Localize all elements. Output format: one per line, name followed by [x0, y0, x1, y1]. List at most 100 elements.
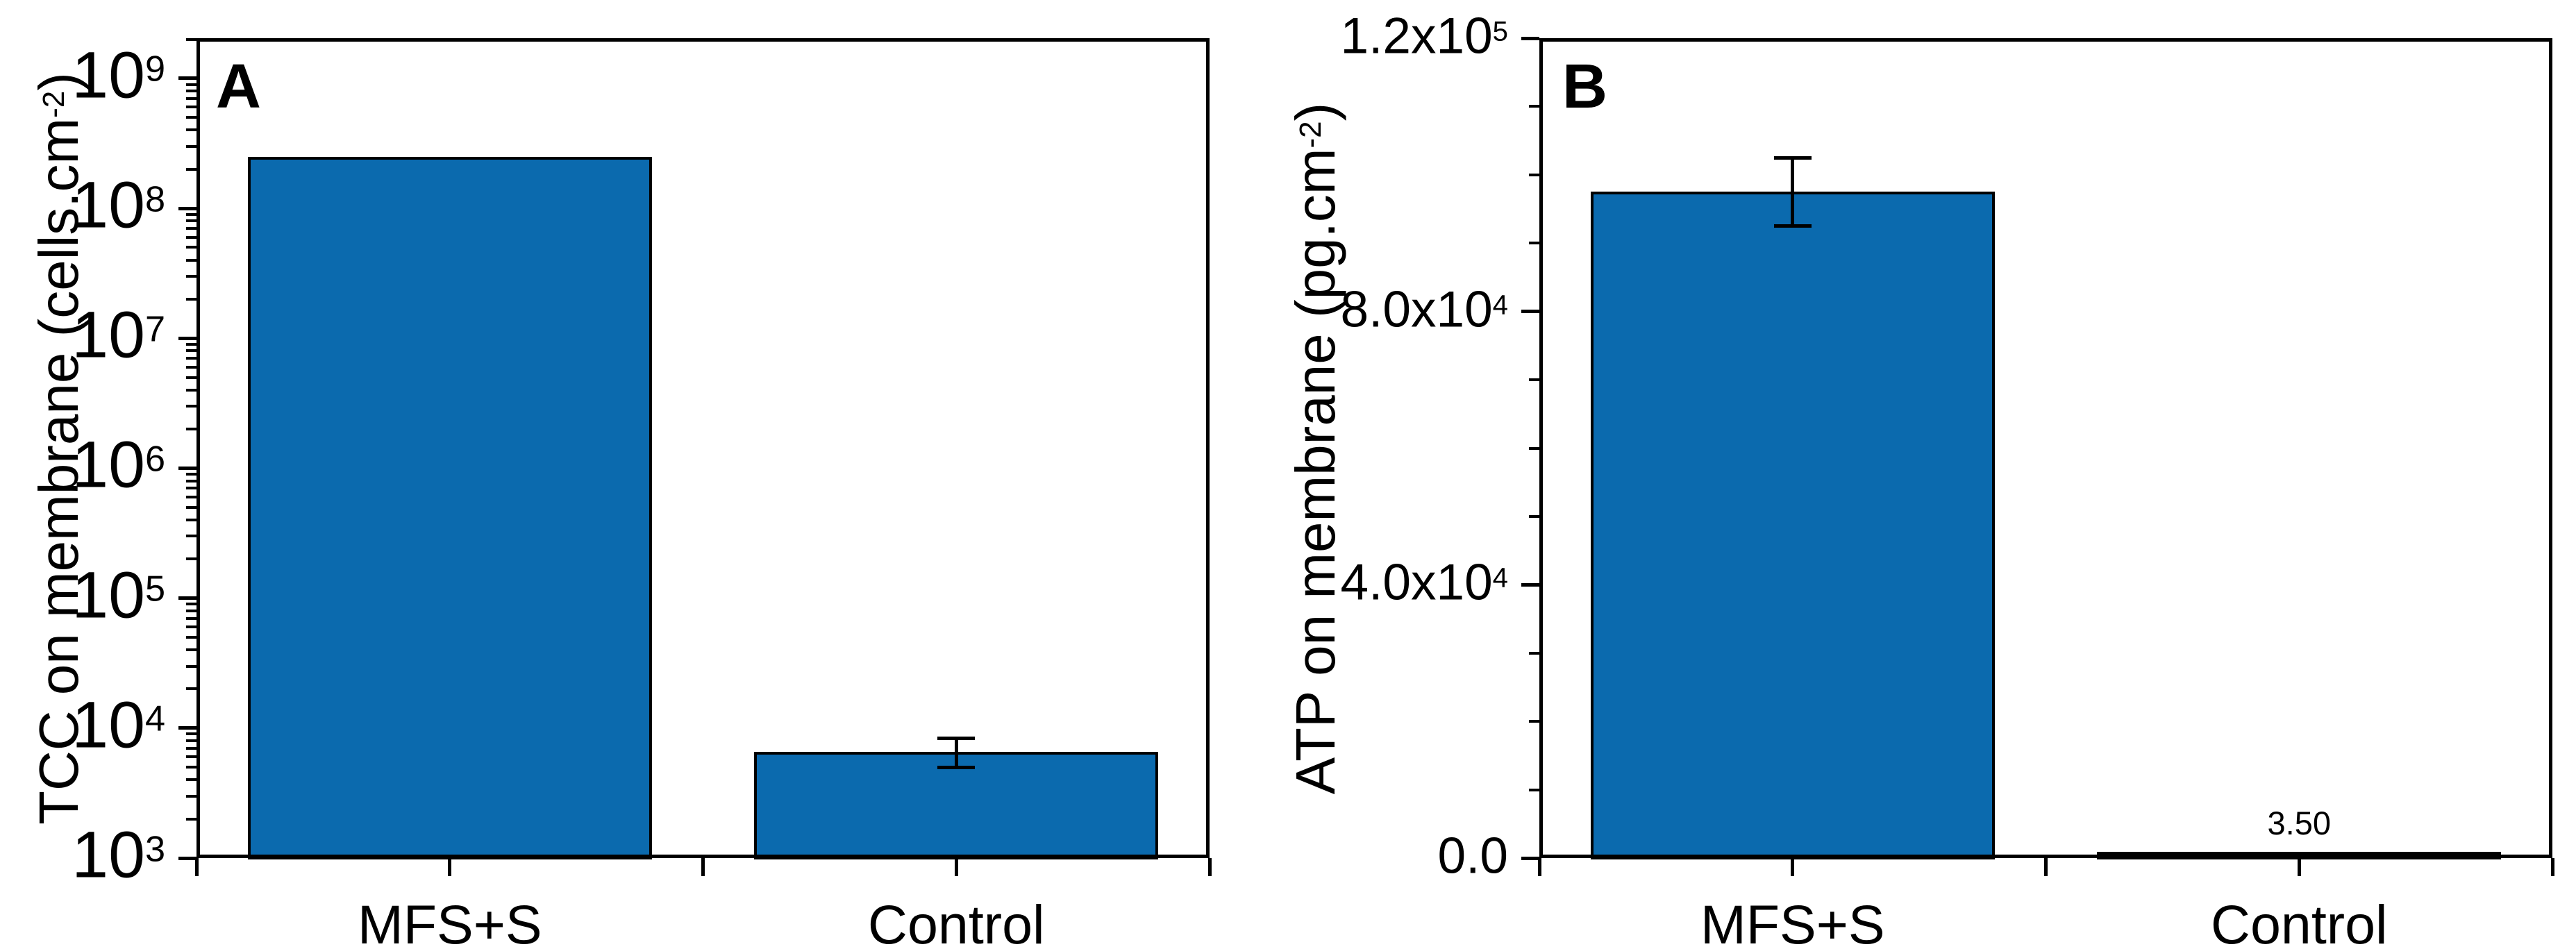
y-minor-tick — [186, 479, 196, 482]
y-minor-tick — [186, 603, 196, 606]
panel-letter: B — [1562, 52, 1607, 121]
exponent: 8 — [144, 179, 165, 220]
y-minor-tick — [186, 635, 196, 639]
y-minor-tick — [186, 609, 196, 612]
y-tick-label: 109 — [72, 38, 165, 112]
x-axis-tick — [2550, 858, 2554, 876]
y-minor-tick — [186, 219, 196, 223]
y-tick-label: 1.2x105 — [1340, 8, 1508, 65]
y-minor-tick — [186, 90, 196, 93]
error-bar-cap — [1773, 224, 1812, 228]
y-minor-tick — [186, 625, 196, 629]
error-bar-cap — [937, 765, 976, 769]
y-minor-tick — [186, 349, 196, 353]
y-minor-tick — [186, 648, 196, 652]
x-category-tick — [448, 858, 452, 876]
y-major-tick — [178, 726, 196, 730]
x-axis-tick — [701, 858, 705, 876]
y-minor-tick — [186, 778, 196, 782]
y-minor-tick — [186, 297, 196, 301]
y-axis-title: ATP on membrane (pg.cm-2) — [1285, 102, 1346, 794]
x-axis-tick — [1537, 858, 1541, 876]
bar — [247, 156, 652, 859]
y-major-tick — [178, 596, 196, 601]
y-minor-tick — [186, 167, 196, 171]
y-minor-tick — [186, 365, 196, 369]
y-minor-tick — [186, 732, 196, 736]
y-minor-tick — [1529, 651, 1539, 655]
y-tick-label: 4.0x104 — [1340, 554, 1508, 611]
exponent: 3 — [144, 829, 165, 870]
exponent: 4 — [1492, 562, 1508, 594]
y-minor-tick — [186, 496, 196, 498]
y-tick-label: 106 — [72, 428, 165, 503]
y-minor-tick — [186, 258, 196, 262]
y-minor-tick — [186, 342, 196, 346]
y-minor-tick — [186, 405, 196, 408]
exponent: -2 — [1294, 120, 1328, 149]
y-minor-tick — [186, 274, 196, 278]
y-minor-tick — [186, 376, 196, 379]
y-minor-tick — [1529, 788, 1539, 791]
y-major-tick — [178, 76, 196, 81]
category-label: Control — [867, 893, 1045, 949]
y-minor-tick — [186, 96, 196, 100]
category-label: MFS+S — [357, 893, 542, 949]
y-minor-tick — [1529, 173, 1539, 176]
panel-letter: A — [216, 52, 261, 121]
category-label: MFS+S — [1700, 893, 1885, 949]
y-minor-tick — [186, 664, 196, 668]
y-minor-tick — [186, 766, 196, 769]
error-bar-cap — [937, 737, 976, 741]
y-minor-tick — [186, 746, 196, 750]
y-minor-tick — [186, 144, 196, 148]
y-major-tick — [178, 856, 196, 860]
y-minor-tick — [1529, 514, 1539, 518]
exponent: 4 — [1492, 289, 1508, 321]
y-axis-title: TCC on membrane (cells.cm-2) — [28, 72, 90, 825]
bar — [1590, 192, 1995, 859]
error-bar-line — [1791, 158, 1795, 226]
y-minor-tick — [1529, 446, 1539, 450]
bar-value-label: 3.50 — [2267, 805, 2331, 841]
exponent: -2 — [37, 90, 72, 118]
x-category-tick — [954, 858, 958, 876]
y-minor-tick — [186, 428, 196, 431]
exponent: 4 — [144, 699, 165, 740]
y-tick-label: 103 — [72, 818, 165, 892]
y-tick-label: 8.0x104 — [1340, 281, 1508, 338]
exponent: 6 — [144, 439, 165, 480]
x-axis-tick — [2044, 858, 2048, 876]
y-minor-tick — [186, 128, 196, 132]
error-bar-cap — [1773, 156, 1812, 160]
y-major-tick — [178, 466, 196, 470]
y-major-tick — [1521, 36, 1539, 40]
y-minor-tick — [186, 235, 196, 239]
y-minor-tick — [186, 616, 196, 620]
x-axis-tick — [1207, 858, 1212, 876]
y-minor-tick — [186, 37, 196, 41]
y-minor-tick — [1529, 378, 1539, 382]
x-category-tick — [2297, 858, 2301, 876]
y-minor-tick — [186, 755, 196, 759]
y-minor-tick — [186, 212, 196, 216]
y-tick-label: 104 — [72, 688, 165, 762]
error-bar-line — [954, 738, 958, 768]
y-minor-tick — [186, 83, 196, 86]
exponent: 7 — [144, 309, 165, 350]
y-minor-tick — [186, 817, 196, 821]
y-minor-tick — [1529, 242, 1539, 245]
y-tick-label: 108 — [72, 168, 165, 242]
y-minor-tick — [186, 116, 196, 119]
y-minor-tick — [1529, 105, 1539, 108]
x-axis-tick — [194, 858, 199, 876]
y-minor-tick — [186, 487, 196, 490]
y-tick-label: 107 — [72, 298, 165, 372]
y-minor-tick — [186, 246, 196, 249]
y-tick-label: 105 — [72, 558, 165, 632]
y-minor-tick — [186, 227, 196, 230]
x-category-tick — [1791, 858, 1795, 876]
y-major-tick — [178, 336, 196, 340]
y-tick-label: 0.0 — [1437, 828, 1508, 884]
